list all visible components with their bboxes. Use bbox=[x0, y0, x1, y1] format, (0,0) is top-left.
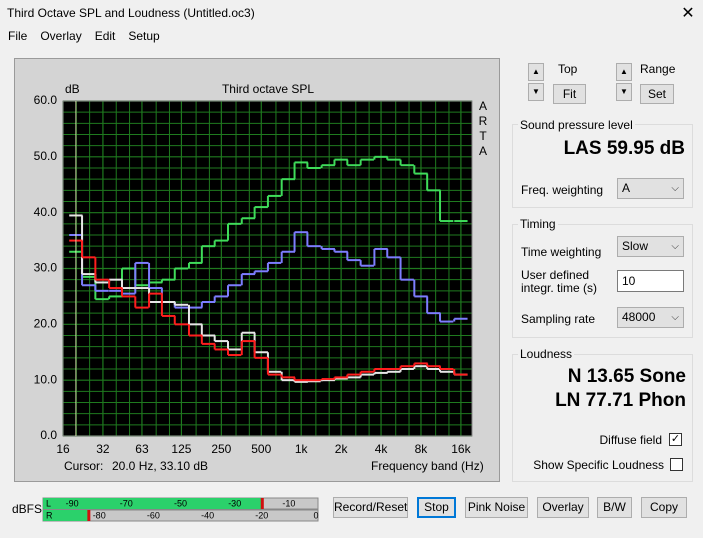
top-up[interactable]: ▲ bbox=[528, 63, 544, 81]
label: Sampling rate bbox=[521, 312, 596, 326]
fit-button[interactable]: Fit bbox=[553, 84, 586, 104]
x-tick-label: 500 bbox=[251, 442, 271, 456]
button[interactable]: Pink Noise bbox=[465, 497, 528, 518]
level-meter: L -90 -70 -50 -30 -10 R -80 -60 -40 -20 0 bbox=[42, 497, 319, 522]
group-title: Timing bbox=[518, 217, 558, 231]
label: Diffuse field bbox=[599, 433, 662, 447]
y-tick-label: 30.0 bbox=[34, 261, 58, 275]
label: integr. time (s) bbox=[521, 281, 598, 295]
meter-tick-label: -20 bbox=[255, 510, 268, 520]
meter-tick-label: -40 bbox=[201, 510, 214, 520]
x-tick-label: 63 bbox=[135, 442, 149, 456]
integr-time-input[interactable]: 10 bbox=[617, 270, 684, 292]
range-down[interactable]: ▼ bbox=[616, 83, 632, 101]
chart: Third octave SPL dB Cursor: 20.0 Hz, 33.… bbox=[34, 82, 484, 473]
menu-item[interactable]: Overlay bbox=[40, 29, 82, 43]
x-tick-label: 16 bbox=[56, 442, 70, 456]
group-title: Sound pressure level bbox=[518, 118, 635, 132]
checkbox[interactable]: ✓ bbox=[669, 433, 682, 446]
y-axis-label: dB bbox=[65, 82, 80, 96]
label: Show Specific Loudness bbox=[533, 458, 664, 472]
button[interactable]: Copy bbox=[641, 497, 687, 518]
x-tick-label: 16k bbox=[451, 442, 471, 456]
range-label: Range bbox=[640, 62, 676, 76]
sampling-select[interactable]: 48000 bbox=[617, 307, 684, 328]
meter-level bbox=[43, 510, 89, 521]
y-tick-label: 40.0 bbox=[34, 205, 58, 219]
checkbox[interactable] bbox=[670, 458, 683, 471]
meter-unit: dBFS bbox=[12, 502, 43, 516]
sone-reading: N 13.65 Sone bbox=[567, 366, 686, 387]
plot-frame bbox=[62, 100, 473, 437]
cursor-label: Cursor: bbox=[64, 459, 103, 473]
loudness-group bbox=[512, 354, 693, 482]
phon-reading: LN 77.71 Phon bbox=[555, 390, 686, 411]
label: Freq. weighting bbox=[521, 183, 604, 197]
weighting-select[interactable]: A bbox=[617, 178, 684, 199]
menu-bar: File Overlay Edit Setup bbox=[0, 28, 703, 46]
meter-tick-label: -10 bbox=[282, 498, 295, 508]
y-tick-label: 50.0 bbox=[34, 149, 58, 163]
menu-item[interactable]: Edit bbox=[94, 29, 116, 43]
button[interactable]: B/W bbox=[597, 497, 632, 518]
spl-reading: LAS 59.95 dB bbox=[563, 138, 685, 159]
button[interactable]: Record/Reset bbox=[333, 497, 408, 518]
x-tick-label: 8k bbox=[415, 442, 429, 456]
set-button[interactable]: Set bbox=[640, 84, 674, 104]
y-tick-label: 60.0 bbox=[34, 93, 58, 107]
meter-row-label: L bbox=[46, 498, 51, 508]
meter-tick-label: -50 bbox=[174, 498, 187, 508]
y-tick-label: 10.0 bbox=[34, 372, 58, 386]
side-label: ARTA bbox=[476, 99, 490, 159]
y-tick-label: 20.0 bbox=[34, 317, 58, 331]
x-tick-label: 32 bbox=[96, 442, 110, 456]
cursor-value: 20.0 Hz, 33.10 dB bbox=[112, 459, 208, 473]
label: Time weighting bbox=[521, 245, 602, 259]
meter-tick-label: -90 bbox=[66, 498, 79, 508]
x-tick-label: 125 bbox=[171, 442, 191, 456]
meter-peak bbox=[87, 510, 91, 521]
window-title: Third Octave SPL and Loudness (Untitled.… bbox=[7, 6, 255, 20]
x-tick-label: 250 bbox=[211, 442, 231, 456]
x-tick-label: 2k bbox=[335, 442, 349, 456]
x-tick-label: 4k bbox=[375, 442, 389, 456]
x-axis-label: Frequency band (Hz) bbox=[371, 459, 484, 473]
label: User defined bbox=[521, 268, 590, 282]
meter-level bbox=[43, 498, 262, 509]
meter-tick-label: -30 bbox=[228, 498, 241, 508]
menu-item[interactable]: File bbox=[8, 29, 28, 43]
timing-group bbox=[512, 224, 693, 338]
meter-tick-label: -80 bbox=[93, 510, 106, 520]
range-up[interactable]: ▲ bbox=[616, 63, 632, 81]
time-weighting-select[interactable]: Slow bbox=[617, 236, 684, 257]
meter-row-label: R bbox=[46, 510, 53, 520]
top-down[interactable]: ▼ bbox=[528, 83, 544, 101]
meter-tick-label: 0 bbox=[313, 510, 318, 520]
meter-tick-label: -70 bbox=[120, 498, 133, 508]
group-title: Loudness bbox=[518, 347, 575, 361]
chart-title: Third octave SPL bbox=[222, 82, 314, 96]
button[interactable]: Stop bbox=[417, 497, 456, 518]
top-label: Top bbox=[558, 62, 578, 76]
meter-tick-label: -60 bbox=[147, 510, 160, 520]
close-button[interactable]: ✕ bbox=[681, 5, 695, 22]
menu-item[interactable]: Setup bbox=[128, 29, 160, 43]
meter-peak bbox=[260, 498, 264, 509]
button[interactable]: Overlay bbox=[537, 497, 589, 518]
y-tick-label: 0.0 bbox=[40, 428, 57, 442]
x-tick-label: 1k bbox=[295, 442, 309, 456]
